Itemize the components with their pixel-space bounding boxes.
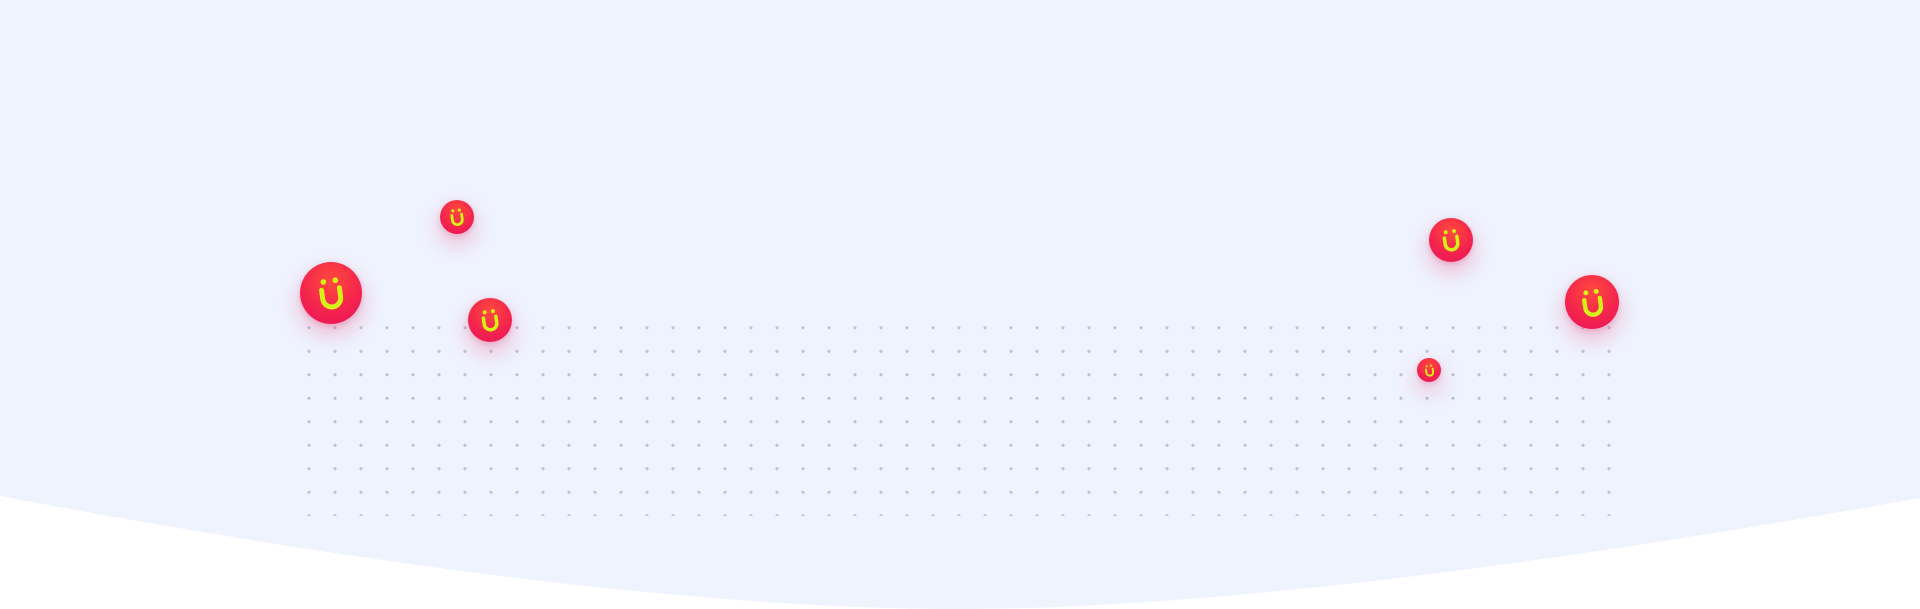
logo-bubble-tiny-right — [1417, 358, 1441, 382]
u-umlaut-logo-icon — [481, 309, 499, 332]
logo-bubble-large-left — [300, 262, 362, 324]
dot-grid-pattern — [296, 316, 1626, 516]
u-umlaut-logo-icon — [1581, 288, 1603, 317]
logo-bubble-medium-right — [1429, 218, 1473, 262]
u-umlaut-logo-icon — [1442, 229, 1460, 252]
logo-bubble-large-right — [1565, 275, 1619, 329]
u-umlaut-logo-icon — [319, 277, 344, 310]
u-umlaut-logo-icon — [1424, 364, 1434, 377]
logo-bubble-medium-left — [468, 298, 512, 342]
u-umlaut-logo-icon — [450, 208, 464, 227]
logo-bubble-small-top-left — [440, 200, 474, 234]
